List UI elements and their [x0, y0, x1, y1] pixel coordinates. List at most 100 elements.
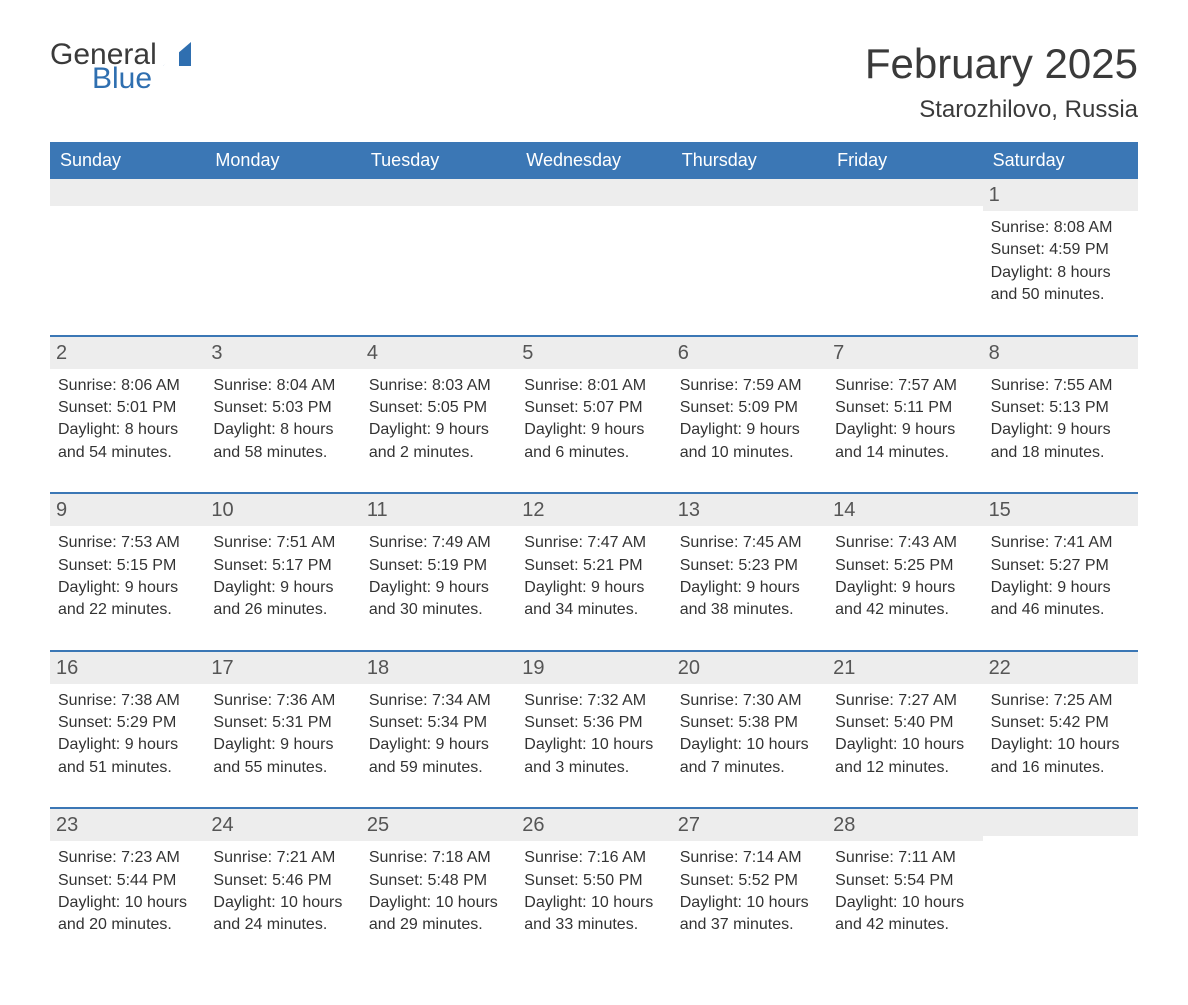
day-number: 20 [672, 652, 827, 684]
day-number: 7 [827, 337, 982, 369]
day-number: 18 [361, 652, 516, 684]
calendar-day: 27Sunrise: 7:14 AMSunset: 5:52 PMDayligh… [672, 809, 827, 943]
day-number: 11 [361, 494, 516, 526]
day-sunset: Sunset: 5:01 PM [58, 397, 197, 419]
day-day2: and 26 minutes. [213, 599, 352, 621]
day-day2: and 42 minutes. [835, 599, 974, 621]
day-sunrise: Sunrise: 7:51 AM [213, 532, 352, 554]
day-sunset: Sunset: 5:46 PM [213, 870, 352, 892]
calendar-day-empty [50, 179, 205, 313]
calendar-day: 1Sunrise: 8:08 AMSunset: 4:59 PMDaylight… [983, 179, 1138, 313]
day-day1: Daylight: 8 hours [991, 262, 1130, 284]
day-day1: Daylight: 10 hours [680, 734, 819, 756]
day-sunrise: Sunrise: 7:27 AM [835, 690, 974, 712]
day-number: 26 [516, 809, 671, 841]
day-sunrise: Sunrise: 7:11 AM [835, 847, 974, 869]
day-day1: Daylight: 9 hours [58, 734, 197, 756]
day-day2: and 54 minutes. [58, 442, 197, 464]
day-number-empty [361, 179, 516, 206]
day-number-empty [50, 179, 205, 206]
day-day1: Daylight: 9 hours [524, 419, 663, 441]
day-sunrise: Sunrise: 7:34 AM [369, 690, 508, 712]
calendar-day: 23Sunrise: 7:23 AMSunset: 5:44 PMDayligh… [50, 809, 205, 943]
calendar-day: 25Sunrise: 7:18 AMSunset: 5:48 PMDayligh… [361, 809, 516, 943]
calendar-day: 7Sunrise: 7:57 AMSunset: 5:11 PMDaylight… [827, 337, 982, 471]
day-number: 16 [50, 652, 205, 684]
day-number-empty [672, 179, 827, 206]
day-day2: and 34 minutes. [524, 599, 663, 621]
day-day1: Daylight: 9 hours [835, 577, 974, 599]
day-sunrise: Sunrise: 7:53 AM [58, 532, 197, 554]
day-day1: Daylight: 9 hours [213, 577, 352, 599]
weeks-container: 1Sunrise: 8:08 AMSunset: 4:59 PMDaylight… [50, 179, 1138, 943]
day-sunset: Sunset: 5:13 PM [991, 397, 1130, 419]
day-number: 14 [827, 494, 982, 526]
day-sunset: Sunset: 5:07 PM [524, 397, 663, 419]
calendar-day-empty [672, 179, 827, 313]
day-number: 8 [983, 337, 1138, 369]
day-sunset: Sunset: 5:31 PM [213, 712, 352, 734]
day-sunset: Sunset: 5:11 PM [835, 397, 974, 419]
day-day1: Daylight: 9 hours [213, 734, 352, 756]
day-sunset: Sunset: 4:59 PM [991, 239, 1130, 261]
calendar-day-empty [827, 179, 982, 313]
day-day1: Daylight: 9 hours [991, 577, 1130, 599]
day-day2: and 50 minutes. [991, 284, 1130, 306]
calendar-day: 14Sunrise: 7:43 AMSunset: 5:25 PMDayligh… [827, 494, 982, 628]
calendar-day: 20Sunrise: 7:30 AMSunset: 5:38 PMDayligh… [672, 652, 827, 786]
day-day2: and 30 minutes. [369, 599, 508, 621]
day-day1: Daylight: 9 hours [369, 577, 508, 599]
day-number: 15 [983, 494, 1138, 526]
calendar-day: 11Sunrise: 7:49 AMSunset: 5:19 PMDayligh… [361, 494, 516, 628]
day-number: 3 [205, 337, 360, 369]
header-right: February 2025 Starozhilovo, Russia [865, 40, 1138, 124]
calendar-day: 6Sunrise: 7:59 AMSunset: 5:09 PMDaylight… [672, 337, 827, 471]
weekday-label: Monday [205, 142, 360, 179]
calendar-day: 22Sunrise: 7:25 AMSunset: 5:42 PMDayligh… [983, 652, 1138, 786]
day-day2: and 12 minutes. [835, 757, 974, 779]
day-sunrise: Sunrise: 7:32 AM [524, 690, 663, 712]
day-sunset: Sunset: 5:05 PM [369, 397, 508, 419]
calendar-day: 4Sunrise: 8:03 AMSunset: 5:05 PMDaylight… [361, 337, 516, 471]
day-sunrise: Sunrise: 7:23 AM [58, 847, 197, 869]
day-sunrise: Sunrise: 8:08 AM [991, 217, 1130, 239]
weekday-label: Saturday [983, 142, 1138, 179]
day-day2: and 14 minutes. [835, 442, 974, 464]
calendar-day: 3Sunrise: 8:04 AMSunset: 5:03 PMDaylight… [205, 337, 360, 471]
calendar-day-empty [361, 179, 516, 313]
day-sunset: Sunset: 5:27 PM [991, 555, 1130, 577]
day-number-empty [983, 809, 1138, 836]
day-sunset: Sunset: 5:09 PM [680, 397, 819, 419]
day-day1: Daylight: 9 hours [58, 577, 197, 599]
day-sunset: Sunset: 5:15 PM [58, 555, 197, 577]
day-day1: Daylight: 9 hours [369, 419, 508, 441]
calendar-week: 2Sunrise: 8:06 AMSunset: 5:01 PMDaylight… [50, 335, 1138, 471]
day-number: 22 [983, 652, 1138, 684]
day-sunset: Sunset: 5:54 PM [835, 870, 974, 892]
day-number: 6 [672, 337, 827, 369]
day-day1: Daylight: 9 hours [369, 734, 508, 756]
day-sunrise: Sunrise: 7:25 AM [991, 690, 1130, 712]
day-sunset: Sunset: 5:48 PM [369, 870, 508, 892]
weekday-label: Wednesday [516, 142, 671, 179]
brand-sail-icon [161, 40, 197, 70]
weekday-label: Sunday [50, 142, 205, 179]
day-day1: Daylight: 10 hours [58, 892, 197, 914]
header: General Blue February 2025 Starozhilovo,… [50, 40, 1138, 124]
day-day1: Daylight: 9 hours [991, 419, 1130, 441]
day-day2: and 2 minutes. [369, 442, 508, 464]
month-title: February 2025 [865, 40, 1138, 88]
day-sunrise: Sunrise: 7:36 AM [213, 690, 352, 712]
day-number: 9 [50, 494, 205, 526]
calendar-week: 9Sunrise: 7:53 AMSunset: 5:15 PMDaylight… [50, 492, 1138, 628]
day-number: 21 [827, 652, 982, 684]
weekday-header-row: Sunday Monday Tuesday Wednesday Thursday… [50, 142, 1138, 179]
location: Starozhilovo, Russia [865, 96, 1138, 124]
day-day1: Daylight: 9 hours [835, 419, 974, 441]
day-number: 23 [50, 809, 205, 841]
calendar-week: 16Sunrise: 7:38 AMSunset: 5:29 PMDayligh… [50, 650, 1138, 786]
day-day1: Daylight: 10 hours [524, 734, 663, 756]
calendar-day: 18Sunrise: 7:34 AMSunset: 5:34 PMDayligh… [361, 652, 516, 786]
day-number: 2 [50, 337, 205, 369]
day-sunrise: Sunrise: 7:14 AM [680, 847, 819, 869]
